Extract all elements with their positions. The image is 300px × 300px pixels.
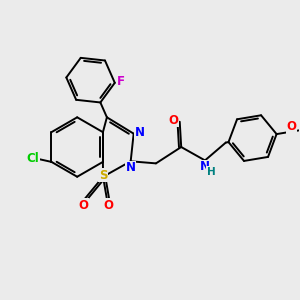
Text: F: F — [117, 75, 125, 88]
Text: Cl: Cl — [26, 152, 39, 165]
Text: N: N — [126, 161, 136, 174]
Text: N: N — [135, 126, 145, 139]
Text: N: N — [200, 160, 210, 173]
Text: H: H — [207, 167, 215, 177]
Text: O: O — [286, 120, 296, 133]
Text: O: O — [103, 199, 113, 212]
Text: O: O — [78, 199, 88, 212]
Text: S: S — [99, 169, 107, 182]
Text: O: O — [168, 114, 178, 127]
